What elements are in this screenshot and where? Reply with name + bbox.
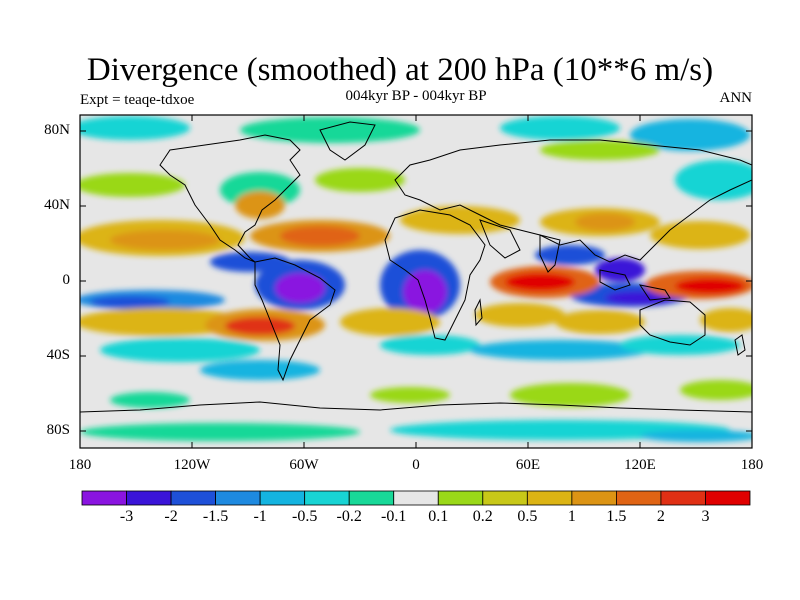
colorbar-label: -2 [164,508,178,525]
colorbar-box [215,490,261,506]
colorbar-box [81,490,127,506]
divergence-field [80,115,752,448]
colorbar-label: -1.5 [202,508,229,525]
colorbar-box [393,490,439,506]
colorbar-box [437,490,484,506]
lat-label-0: 0 [62,272,71,288]
colorbar-label: 1 [567,508,576,525]
lon-label-60e: 60E [515,457,541,473]
lat-label-40n: 40N [44,197,70,213]
colorbar-label: 0.2 [472,508,493,525]
colorbar-box [705,490,751,506]
colorbar-label: -0.5 [291,508,318,525]
lon-label-60w: 60W [289,457,319,473]
lon-label-120w: 120W [173,457,211,473]
plot-subtitle: 004kyr BP - 004kyr BP [345,88,487,104]
colorbar-box [259,490,306,506]
colorbar-box [304,490,350,506]
lon-label-120e: 120E [624,457,656,473]
colorbar-box [616,490,662,506]
colorbar-box [170,490,216,506]
colorbar [81,490,751,506]
colorbar-label: -3 [119,508,134,525]
colorbar-box [126,490,172,506]
colorbar-label: -0.1 [381,508,407,525]
experiment-label: Expt = teaqe-tdxoe [80,92,195,108]
lat-label-80n: 80N [44,122,70,138]
lat-label-40s: 40S [46,347,70,363]
colorbar-label: -0.2 [336,508,362,525]
lon-label-180e: 180 [740,457,764,473]
lat-label-80s: 80S [46,422,70,438]
plot-title: Divergence (smoothed) at 200 hPa (10**6 … [86,52,714,88]
colorbar-label: -1 [253,508,267,525]
lon-label-0: 0 [412,457,420,473]
colorbar-label: 1.5 [606,508,627,525]
colorbar-box [348,490,395,506]
colorbar-label: 2 [656,508,665,525]
colorbar-label: 0.1 [428,508,449,525]
axis-ticks [80,115,752,448]
lon-label-180w: 180 [68,457,92,473]
colorbar-label: 0.5 [517,508,538,525]
colorbar-box [660,490,706,506]
colorbar-box [526,490,573,506]
colorbar-box [571,490,617,506]
colorbar-box [482,490,528,506]
coastlines [80,121,752,413]
colorbar-label: 3 [701,508,710,525]
period-label: ANN [719,90,753,106]
